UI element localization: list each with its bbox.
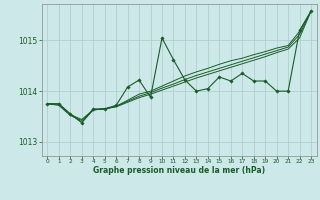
X-axis label: Graphe pression niveau de la mer (hPa): Graphe pression niveau de la mer (hPa) [93,166,265,175]
